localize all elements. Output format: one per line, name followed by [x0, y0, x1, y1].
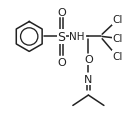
Text: Cl: Cl — [113, 33, 123, 43]
Text: O: O — [84, 55, 93, 65]
Text: S: S — [57, 31, 65, 44]
Text: O: O — [57, 8, 66, 18]
Text: NH: NH — [69, 32, 85, 42]
Text: Cl: Cl — [113, 15, 123, 25]
Text: N: N — [84, 74, 93, 84]
Text: Cl: Cl — [113, 52, 123, 61]
Text: O: O — [57, 58, 66, 68]
